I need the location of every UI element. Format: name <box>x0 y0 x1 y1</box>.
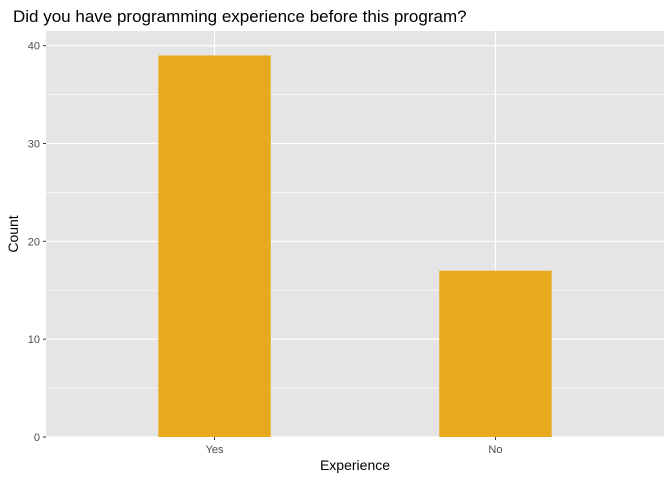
bar-no <box>439 270 552 437</box>
chart-title: Did you have programming experience befo… <box>13 7 467 26</box>
bar-yes <box>158 55 271 438</box>
x-tick-label: No <box>488 444 502 456</box>
x-axis: Yes No <box>206 437 502 456</box>
y-tick-label: 30 <box>28 139 40 151</box>
y-tick-label: 20 <box>28 236 40 248</box>
y-axis: 0 10 20 30 40 <box>28 41 46 444</box>
minor-gridlines <box>46 94 664 389</box>
y-axis-title: Count <box>5 215 21 252</box>
y-tick-label: 0 <box>34 432 40 444</box>
x-axis-title: Experience <box>320 457 390 473</box>
y-tick-label: 40 <box>28 41 40 53</box>
bars <box>158 55 552 438</box>
x-tick-label: Yes <box>206 444 224 456</box>
y-tick-label: 10 <box>28 334 40 346</box>
plot-panel <box>46 31 664 437</box>
